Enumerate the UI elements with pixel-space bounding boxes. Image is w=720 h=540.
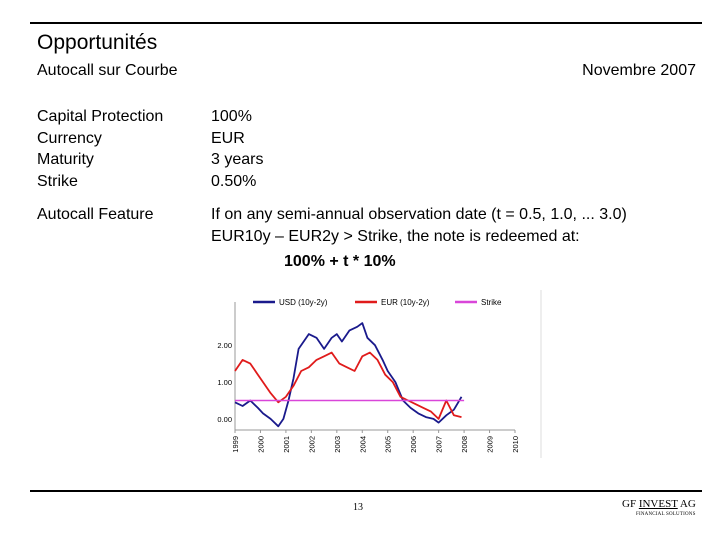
x-tick-label: 2007: [435, 436, 444, 453]
legend-label: EUR (10y-2y): [381, 298, 430, 307]
x-tick-label: 2009: [486, 436, 495, 453]
autocall-formula: 100% + t * 10%: [284, 253, 396, 270]
spec-value-strike: 0.50%: [211, 172, 257, 190]
page-number: 13: [353, 502, 363, 513]
chart-x-tick-labels: 1999 2000 2001 2002 2003 2004 2005 2006 2007 2008…: [231, 436, 520, 453]
x-tick-label: 2002: [307, 436, 316, 453]
legend-label: Strike: [481, 298, 502, 307]
autocall-description: If on any semi-annual observation date (…: [211, 204, 627, 247]
y-tick-label: 2.00: [217, 341, 232, 350]
chart-series-lines: [234, 322, 465, 428]
yield-curve-chart: USD (10y-2y) EUR (10y-2y) Strike 0.00 1.00 2…: [217, 290, 542, 458]
spec-label-currency: Currency: [37, 129, 102, 147]
x-tick-label: 2001: [282, 436, 291, 453]
spec-label-maturity: Maturity: [37, 151, 94, 168]
y-tick-label: 0.00: [217, 415, 232, 424]
series-line: [234, 351, 462, 420]
x-tick-label: 2006: [409, 436, 418, 453]
spec-label-capital-protection: Capital Protection: [37, 108, 164, 125]
series-line: [234, 322, 463, 428]
company-logo: GF INVEST AG: [622, 498, 696, 510]
page-title: Opportunités: [37, 31, 158, 54]
chart-legend: USD (10y-2y) EUR (10y-2y) Strike: [253, 298, 502, 307]
company-tagline: FINANCIAL SOLUTIONS: [636, 512, 696, 517]
spec-value-currency: EUR: [211, 129, 245, 147]
top-rule: [30, 22, 702, 24]
x-tick-label: 2000: [256, 436, 265, 453]
chart-axes: [234, 290, 542, 458]
legend-label: USD (10y-2y): [279, 298, 328, 307]
page-subtitle: Autocall sur Courbe: [37, 62, 178, 79]
x-tick-label: 2005: [384, 436, 393, 453]
spec-values: 100% EUR 3 years 0.50%: [211, 106, 263, 192]
x-tick-label: 1999: [231, 436, 240, 453]
x-tick-label: 2004: [358, 436, 367, 453]
spec-labels: Capital Protection Currency Maturity Str…: [37, 106, 163, 192]
x-tick-label: 2010: [511, 436, 520, 453]
autocall-line-2: EUR10y – EUR2y > Strike, the note is red…: [211, 227, 580, 245]
y-tick-label: 1.00: [217, 378, 232, 387]
x-tick-label: 2003: [333, 436, 342, 453]
spec-value-capital-protection: 100%: [211, 108, 252, 125]
spec-label-strike: Strike: [37, 172, 78, 190]
spec-value-maturity: 3 years: [211, 151, 264, 168]
page-date: Novembre 2007: [582, 62, 696, 79]
bottom-rule: [30, 490, 702, 492]
chart-y-tick-labels: 0.00 1.00 2.00: [217, 341, 232, 424]
x-tick-label: 2008: [460, 436, 469, 453]
autocall-line-1: If on any semi-annual observation date (…: [211, 206, 627, 223]
autocall-label: Autocall Feature: [37, 206, 154, 223]
